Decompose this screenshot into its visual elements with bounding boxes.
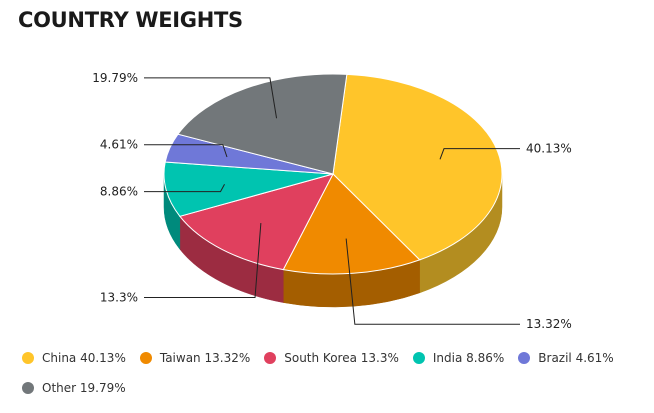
legend-item-taiwan[interactable]: Taiwan 13.32% (139, 344, 251, 372)
leader-line-india (144, 184, 225, 193)
leader-line-south-korea (144, 222, 262, 298)
leader-line-brazil (144, 144, 228, 158)
legend-swatch-south-korea (264, 352, 277, 364)
pie-slice-taiwan[interactable] (282, 173, 421, 275)
chart-legend: China 40.13% Taiwan 13.32% South Korea 13.… (22, 344, 647, 404)
legend-label-taiwan: Taiwan 13.32% (159, 351, 251, 365)
data-label-other: 19.79% (92, 71, 138, 85)
legend-swatch-other (22, 382, 34, 394)
data-labels: 40.13% 13.32% 13.3% 8.86% 4.61% 19.79% (92, 71, 572, 331)
legend-label-china: China 40.13% (42, 351, 126, 365)
pie-slice-other[interactable] (177, 73, 348, 175)
data-label-south-korea: 13.3% (100, 290, 138, 304)
legend-item-south-korea[interactable]: South Korea 13.3% (264, 344, 399, 372)
legend-item-india[interactable]: India 8.86% (412, 344, 505, 372)
pie-slice-south-korea[interactable] (179, 173, 334, 271)
legend-item-other[interactable]: Other 19.79% (22, 374, 126, 402)
legend-swatch-india (412, 352, 425, 364)
data-label-brazil: 4.61% (100, 138, 138, 152)
data-label-taiwan: 13.32% (526, 317, 572, 331)
legend-label-south-korea: South Korea 13.3% (284, 351, 399, 365)
leader-line-taiwan (345, 238, 520, 325)
legend-swatch-brazil (518, 352, 531, 364)
legend-label-other: Other 19.79% (42, 381, 126, 395)
pie-chart: 40.13% 13.32% 13.3% 8.86% 4.61% 19.79% (92, 71, 572, 331)
data-label-china: 40.13% (526, 142, 572, 156)
leader-line-china (439, 148, 520, 160)
legend-swatch-china (22, 352, 34, 364)
leader-line-other (144, 77, 278, 119)
pie-side-walls (163, 173, 503, 308)
legend-label-india: India 8.86% (432, 351, 505, 365)
legend-item-brazil[interactable]: Brazil 4.61% (518, 344, 614, 372)
pie-top (163, 73, 503, 275)
legend-label-brazil: Brazil 4.61% (538, 351, 614, 365)
pie-slice-india[interactable] (163, 161, 334, 217)
chart-title: COUNTRY WEIGHTS (18, 8, 243, 32)
legend-swatch-taiwan (139, 352, 152, 364)
pie-slice-china[interactable] (332, 73, 503, 261)
data-label-india: 8.86% (100, 185, 138, 199)
legend-item-china[interactable]: China 40.13% (22, 344, 126, 372)
